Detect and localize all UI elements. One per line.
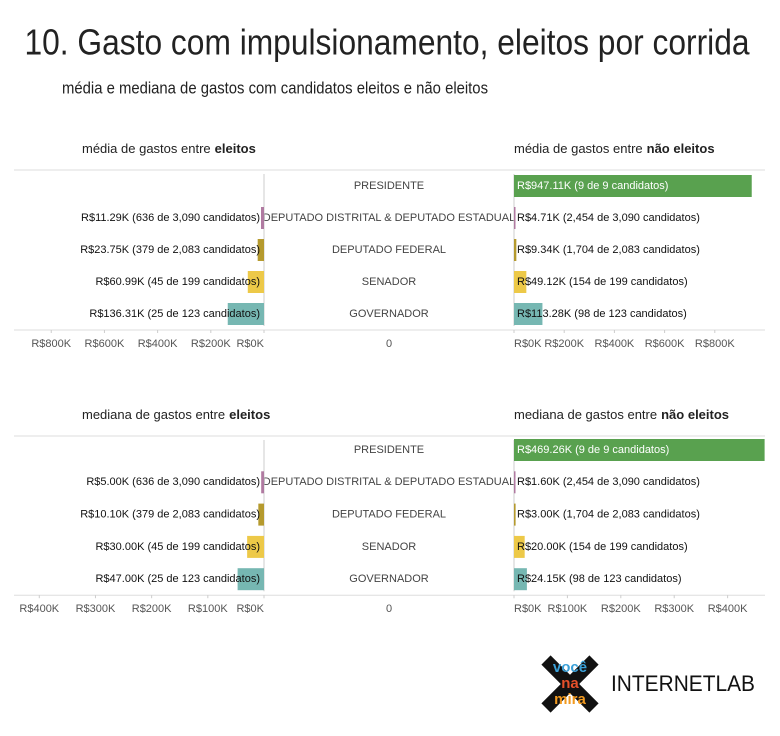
bar	[258, 503, 264, 526]
value-label: R$10.10K (379 de 2,083 candidatos)	[80, 509, 260, 521]
center-axis-label: 0	[386, 338, 392, 350]
x-tick-label: R$200K	[132, 603, 172, 615]
logo-name: INTERNETLAB	[611, 671, 755, 696]
value-label: R$4.71K (2,454 de 3,090 candidatos)	[517, 212, 700, 224]
x-tick-label: R$100K	[548, 603, 588, 615]
panel-title: mediana de gastos entre eleitos	[82, 407, 270, 422]
category-label: DEPUTADO FEDERAL	[332, 509, 446, 521]
bar	[247, 535, 264, 558]
panel-title-part: eleitos	[229, 407, 270, 422]
logo-word: mira	[554, 691, 586, 708]
bar	[261, 471, 264, 494]
panel-title-part: média de gastos entre	[82, 141, 211, 156]
logo-word: você	[553, 659, 587, 676]
category-label: SENADOR	[362, 276, 416, 288]
x-tick-label: R$200K	[191, 338, 231, 350]
panel-title-part: eleitos	[215, 141, 256, 156]
category-label: SENADOR	[362, 541, 416, 553]
x-tick-label: R$0K	[236, 338, 264, 350]
panel-title: mediana de gastos entre não eleitos	[514, 407, 729, 422]
x-tick-label: R$300K	[76, 603, 116, 615]
bar	[514, 239, 517, 261]
x-tick-label: R$800K	[31, 338, 71, 350]
value-label: R$49.12K (154 de 199 candidatos)	[517, 276, 688, 288]
panel-title-part: mediana de gastos entre	[82, 407, 225, 422]
panel-title-part: não eleitos	[647, 141, 715, 156]
category-label: PRESIDENTE	[354, 444, 424, 456]
x-tick-label: R$300K	[654, 603, 694, 615]
bar	[514, 535, 525, 558]
value-label: R$3.00K (1,704 de 2,083 candidatos)	[517, 509, 700, 521]
x-tick-label: R$600K	[85, 338, 125, 350]
bar	[237, 568, 264, 591]
bar	[514, 271, 527, 293]
panel-title-part: não eleitos	[661, 407, 729, 422]
value-label: R$24.15K (98 de 123 candidatos)	[517, 573, 682, 585]
x-tick-label: R$400K	[708, 603, 748, 615]
value-label: R$1.60K (2,454 de 3,090 candidatos)	[517, 476, 700, 488]
x-tick-label: R$400K	[19, 603, 59, 615]
bar	[514, 568, 527, 591]
category-label: GOVERNADOR	[349, 308, 429, 320]
subtitle: média e mediana de gastos com candidatos…	[62, 78, 488, 97]
x-tick-label: R$400K	[138, 338, 178, 350]
value-label: R$469.26K (9 de 9 candidatos)	[517, 444, 669, 456]
x-tick-label: R$100K	[188, 603, 228, 615]
x-tick-label: R$200K	[544, 338, 584, 350]
x-tick-label: R$200K	[601, 603, 641, 615]
x-tick-label: R$800K	[695, 338, 735, 350]
category-label: DEPUTADO FEDERAL	[332, 244, 446, 256]
center-axis-label: 0	[386, 603, 392, 615]
value-label: R$60.99K (45 de 199 candidatos)	[95, 276, 260, 288]
bar	[514, 471, 516, 494]
bar	[257, 239, 264, 261]
value-label: R$113.28K (98 de 123 candidatos)	[517, 308, 687, 320]
category-label: GOVERNADOR	[349, 573, 429, 585]
bar	[514, 207, 516, 229]
bar	[514, 303, 543, 325]
value-label: R$47.00K (25 de 123 candidatos)	[95, 573, 260, 585]
x-tick-label: R$400K	[595, 338, 635, 350]
x-tick-label: R$0K	[514, 338, 542, 350]
x-tick-label: R$0K	[236, 603, 264, 615]
logo: você na mira INTERNETLAB	[541, 655, 755, 713]
value-label: R$136.31K (25 de 123 candidatos)	[89, 308, 260, 320]
panel-title: média de gastos entre não eleitos	[514, 141, 715, 156]
category-label: DEPUTADO DISTRITAL & DEPUTADO ESTADUAL	[263, 212, 515, 224]
logo-word: na	[561, 675, 579, 692]
value-label: R$23.75K (379 de 2,083 candidatos)	[80, 244, 260, 256]
category-label: DEPUTADO DISTRITAL & DEPUTADO ESTADUAL	[263, 476, 515, 488]
value-label: R$20.00K (154 de 199 candidatos)	[517, 541, 688, 553]
value-label: R$5.00K (636 de 3,090 candidatos)	[86, 476, 260, 488]
bar	[247, 271, 264, 293]
value-label: R$11.29K (636 de 3,090 candidatos)	[81, 212, 260, 224]
panel-title: média de gastos entre eleitos	[82, 141, 256, 156]
bar	[514, 503, 516, 526]
panel-title-part: média de gastos entre	[514, 141, 643, 156]
value-label: R$30.00K (45 de 199 candidatos)	[95, 541, 260, 553]
value-label: R$9.34K (1,704 de 2,083 candidatos)	[517, 244, 700, 256]
bar	[227, 303, 264, 325]
value-label: R$947.11K (9 de 9 candidatos)	[517, 180, 668, 192]
bar	[514, 175, 752, 197]
x-tick-label: R$0K	[514, 603, 542, 615]
bar	[260, 207, 264, 229]
page-title: 10. Gasto com impulsionamento, eleitos p…	[25, 22, 751, 63]
x-tick-label: R$600K	[645, 338, 685, 350]
panel-title-part: mediana de gastos entre	[514, 407, 657, 422]
bar	[514, 439, 765, 461]
category-label: PRESIDENTE	[354, 180, 424, 192]
